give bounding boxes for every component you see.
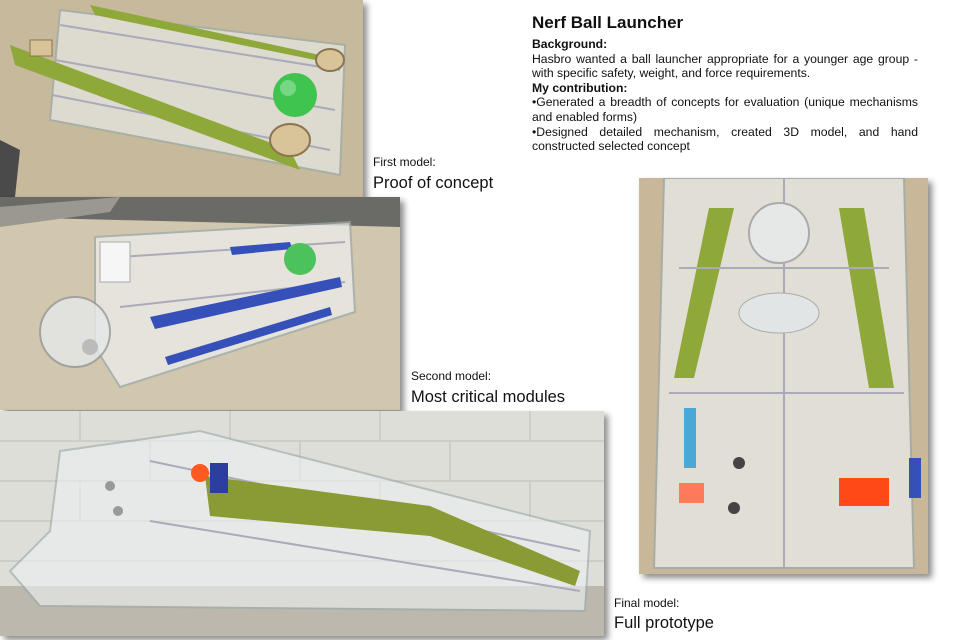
second-model-label: Second model:	[411, 369, 492, 383]
final-model-side-photo	[0, 411, 604, 636]
contribution-heading: My contribution:	[532, 80, 628, 95]
final-model-title: Full prototype	[614, 614, 714, 632]
final-model-label: Final model:	[614, 596, 680, 610]
contribution-item: •Generated a breadth of concepts for eva…	[532, 95, 918, 124]
second-model-title: Most critical modules	[411, 388, 566, 406]
first-model-title: Proof of concept	[373, 174, 494, 192]
project-description: Nerf Ball Launcher Background: Hasbro wa…	[532, 12, 918, 154]
page-title: Nerf Ball Launcher	[532, 13, 684, 32]
first-model-label: First model:	[373, 155, 436, 169]
first-model-photo	[0, 0, 363, 197]
contribution-item: •Designed detailed mechanism, created 3D…	[532, 124, 918, 154]
background-text: Hasbro wanted a ball launcher appropriat…	[532, 51, 918, 81]
background-heading: Background:	[532, 37, 608, 51]
second-model-photo	[0, 197, 400, 410]
final-model-top-photo	[639, 178, 928, 574]
